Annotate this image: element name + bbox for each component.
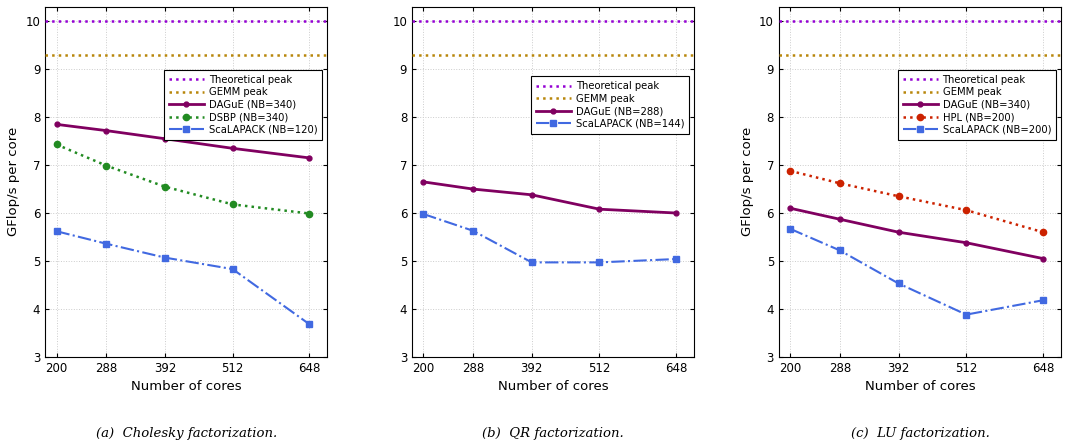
Legend: Theoretical peak, GEMM peak, DAGuE (NB=340), DSBP (NB=340), ScaLAPACK (NB=120): Theoretical peak, GEMM peak, DAGuE (NB=3… [163,70,323,140]
X-axis label: Number of cores: Number of cores [498,380,609,393]
Legend: Theoretical peak, GEMM peak, DAGuE (NB=288), ScaLAPACK (NB=144): Theoretical peak, GEMM peak, DAGuE (NB=2… [531,76,689,134]
Legend: Theoretical peak, GEMM peak, DAGuE (NB=340), HPL (NB=200), ScaLAPACK (NB=200): Theoretical peak, GEMM peak, DAGuE (NB=3… [897,70,1056,140]
X-axis label: Number of cores: Number of cores [865,380,975,393]
Y-axis label: GFlop/s per core: GFlop/s per core [740,127,754,236]
X-axis label: Number of cores: Number of cores [131,380,241,393]
Text: (c)  LU factorization.: (c) LU factorization. [850,427,989,440]
Y-axis label: GFlop/s per core: GFlop/s per core [7,127,20,236]
Text: (b)  QR factorization.: (b) QR factorization. [483,427,624,440]
Text: (a)  Cholesky factorization.: (a) Cholesky factorization. [96,427,277,440]
